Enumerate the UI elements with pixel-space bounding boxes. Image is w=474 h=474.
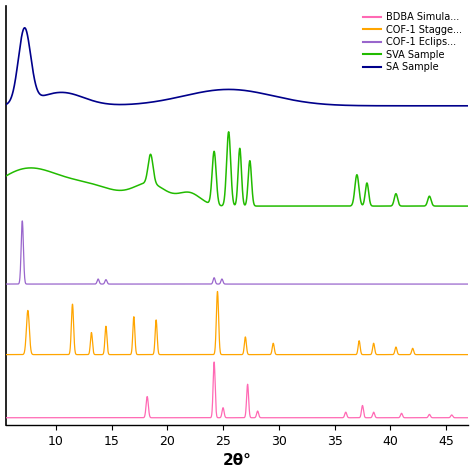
X-axis label: 2θ°: 2θ° bbox=[223, 454, 251, 468]
Legend: BDBA Simula..., COF-1 Stagge..., COF-1 Eclips..., SVA Sample, SA Sample: BDBA Simula..., COF-1 Stagge..., COF-1 E… bbox=[361, 10, 464, 74]
